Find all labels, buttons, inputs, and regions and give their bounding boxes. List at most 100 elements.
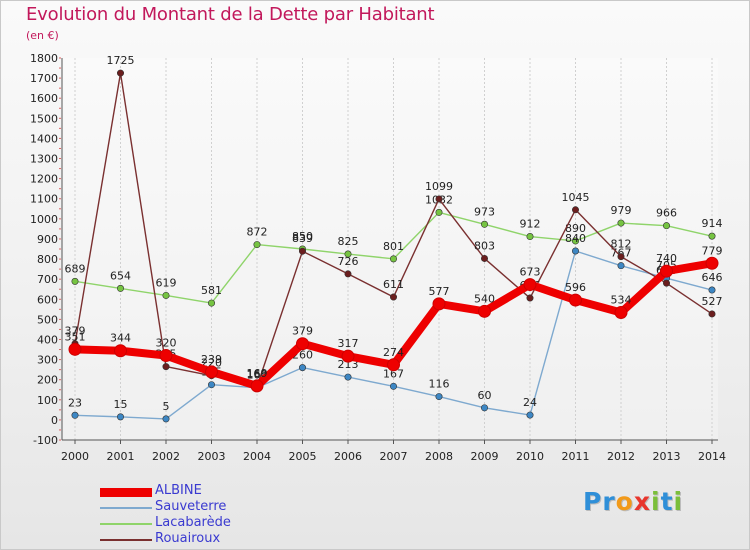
legend-swatch-lacabar-de xyxy=(100,523,152,525)
point-lacabar-de-2009 xyxy=(480,220,488,228)
y-tick-label-1000: 1000 xyxy=(30,213,58,226)
x-tick-label-2001: 2001 xyxy=(107,450,135,463)
point-sauveterre-2010 xyxy=(526,411,534,419)
x-tick-label-2014: 2014 xyxy=(698,450,726,463)
legend: ALBINE Sauveterre Lacabarède Rouairoux xyxy=(100,483,300,548)
point-lacabar-de-2012 xyxy=(617,219,625,227)
legend-swatch-rouairoux xyxy=(100,539,152,541)
data-label-albine-2013: 740 xyxy=(656,252,677,265)
data-label-sauveterre-2011: 840 xyxy=(565,232,586,245)
logo-letter: x xyxy=(633,487,651,516)
point-rouairoux-2001 xyxy=(117,69,125,77)
x-tick-label-2008: 2008 xyxy=(425,450,453,463)
point-rouairoux-2013 xyxy=(662,279,670,287)
point-albine-2008 xyxy=(432,297,446,311)
point-sauveterre-2006 xyxy=(344,373,352,381)
point-rouairoux-2005 xyxy=(298,247,306,255)
data-label-rouairoux-2000: 379 xyxy=(65,325,86,338)
x-tick-label-2005: 2005 xyxy=(289,450,317,463)
y-tick-label-1200: 1200 xyxy=(30,173,58,186)
x-tick-label-2013: 2013 xyxy=(653,450,681,463)
data-label-sauveterre-2008: 116 xyxy=(429,378,450,391)
y-tick-label-400: 400 xyxy=(37,333,58,346)
point-sauveterre-2002 xyxy=(162,415,170,423)
point-albine-2006 xyxy=(341,349,355,363)
data-label-rouairoux-2014: 527 xyxy=(702,295,723,308)
y-tick-label-1400: 1400 xyxy=(30,132,58,145)
point-albine-2004 xyxy=(250,379,264,393)
logo-letter: i xyxy=(673,487,684,516)
point-sauveterre-2011 xyxy=(571,247,579,255)
y-tick-label-100: 100 xyxy=(37,394,58,407)
point-lacabar-de-2010 xyxy=(526,233,534,241)
data-label-rouairoux-2011: 1045 xyxy=(562,191,590,204)
point-albine-2002 xyxy=(159,349,173,363)
data-label-lacabar-de-2014: 914 xyxy=(702,217,723,230)
data-label-rouairoux-2009: 803 xyxy=(474,239,495,252)
point-lacabar-de-2001 xyxy=(117,284,125,292)
point-lacabar-de-2002 xyxy=(162,291,170,299)
point-albine-2000 xyxy=(68,342,82,356)
data-label-albine-2014: 779 xyxy=(702,244,723,257)
data-label-albine-2000: 351 xyxy=(65,330,86,343)
data-label-rouairoux-2001: 1725 xyxy=(107,54,135,67)
data-label-albine-2008: 577 xyxy=(429,285,450,298)
data-label-albine-2011: 596 xyxy=(565,281,586,294)
data-label-sauveterre-2002: 5 xyxy=(163,400,170,413)
x-tick-label-2011: 2011 xyxy=(562,450,590,463)
point-lacabar-de-2014 xyxy=(708,232,716,240)
point-sauveterre-2014 xyxy=(708,286,716,294)
data-label-albine-2005: 379 xyxy=(292,325,313,338)
data-label-rouairoux-2012: 812 xyxy=(611,238,632,251)
point-albine-2012 xyxy=(614,306,628,320)
data-label-lacabar-de-2001: 654 xyxy=(110,269,131,282)
point-albine-2011 xyxy=(569,293,582,307)
data-label-rouairoux-2006: 726 xyxy=(338,255,359,268)
point-lacabar-de-2011 xyxy=(571,237,579,245)
data-label-sauveterre-2006: 213 xyxy=(338,358,359,371)
y-tick-label-600: 600 xyxy=(37,293,58,306)
data-label-albine-2012: 534 xyxy=(611,294,632,307)
data-label-lacabar-de-2011: 890 xyxy=(565,222,586,235)
point-sauveterre-2001 xyxy=(117,413,125,421)
legend-swatch-albine xyxy=(100,487,152,497)
x-tick-label-2002: 2002 xyxy=(152,450,180,463)
data-label-lacabar-de-2013: 966 xyxy=(656,207,677,220)
legend-swatch-sauveterre xyxy=(100,507,152,509)
point-rouairoux-2002 xyxy=(162,363,170,371)
point-sauveterre-2008 xyxy=(435,393,443,401)
point-sauveterre-2003 xyxy=(208,381,216,389)
data-label-lacabar-de-2003: 581 xyxy=(201,284,222,297)
point-albine-2014 xyxy=(705,256,719,270)
data-label-albine-2006: 317 xyxy=(338,337,359,350)
point-rouairoux-2010 xyxy=(526,294,534,302)
point-lacabar-de-2008 xyxy=(435,208,443,216)
data-label-lacabar-de-2007: 801 xyxy=(383,240,404,253)
y-tick-label-200: 200 xyxy=(37,374,58,387)
data-label-sauveterre-2010: 24 xyxy=(523,396,537,409)
chart-title: Evolution du Montant de la Dette par Hab… xyxy=(26,4,435,25)
point-sauveterre-2007 xyxy=(389,382,397,390)
point-lacabar-de-2013 xyxy=(662,222,670,230)
x-tick-label-2000: 2000 xyxy=(61,450,89,463)
point-sauveterre-2000 xyxy=(71,411,79,419)
unit-label: (en €) xyxy=(26,29,59,42)
point-rouairoux-2007 xyxy=(389,293,397,301)
logo-letter: t xyxy=(660,487,674,516)
x-tick-label-2012: 2012 xyxy=(607,450,635,463)
data-label-sauveterre-2009: 60 xyxy=(478,389,492,402)
data-label-lacabar-de-2005: 850 xyxy=(292,230,313,243)
y-tick-label-500: 500 xyxy=(37,313,58,326)
legend-item-rouairoux: Rouairoux xyxy=(100,531,300,548)
y-tick-label-1100: 1100 xyxy=(30,193,58,206)
point-albine-2010 xyxy=(523,278,537,292)
y-tick-label-1800: 1800 xyxy=(30,52,58,65)
point-sauveterre-2012 xyxy=(617,262,625,270)
point-lacabar-de-2006 xyxy=(344,250,352,258)
legend-item-albine: ALBINE xyxy=(100,483,300,500)
data-label-albine-2003: 239 xyxy=(201,353,222,366)
data-label-albine-2010: 673 xyxy=(520,266,541,279)
data-label-rouairoux-2005: 839 xyxy=(292,232,313,245)
